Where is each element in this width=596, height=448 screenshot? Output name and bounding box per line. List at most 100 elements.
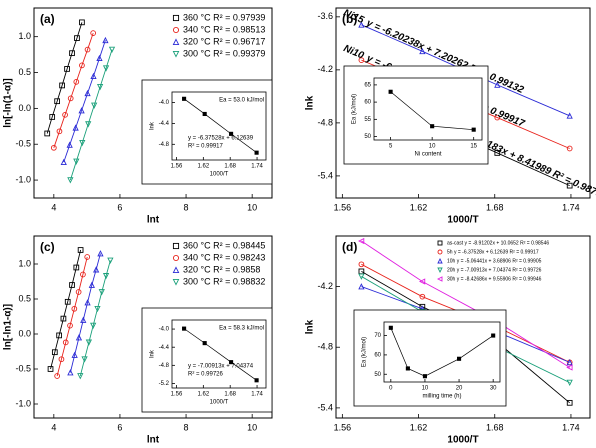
y-tick-label: 50 — [374, 372, 381, 378]
data-point — [358, 57, 365, 63]
annotation: y = -6.37528x + 6.12639 — [188, 136, 254, 142]
x-tick-label: 8 — [184, 202, 189, 212]
x-axis-label: Ni content — [414, 152, 441, 158]
y-axis-label: Ea (kJ/mol) — [352, 94, 358, 124]
x-tick-label: 1.56 — [171, 392, 183, 398]
y-tick-label: -4.2 — [317, 281, 333, 291]
x-tick-label: 1.56 — [334, 422, 352, 432]
legend-label: 20h y = -7.00913x + 7.04374 R² = 0.99726 — [447, 267, 542, 273]
data-point — [102, 36, 109, 44]
data-point — [58, 356, 65, 363]
data-point — [97, 250, 104, 257]
data-point — [566, 182, 573, 189]
legend-marker — [172, 14, 180, 22]
data-point — [77, 373, 84, 380]
legend-label: 360 °C R² = 0.97939 — [183, 12, 265, 22]
x-tick-label: 1.62 — [410, 202, 428, 212]
y-tick-label: 0.0 — [18, 103, 31, 113]
data-point — [64, 298, 71, 305]
y-tick-label: 1.0 — [18, 31, 31, 41]
data-point — [94, 305, 101, 313]
legend-label: 300 °C R² = 0.98832 — [183, 276, 265, 286]
annotation: R² = 0.99726 — [188, 372, 224, 378]
legend-label: 340 °C R² = 0.98243 — [183, 252, 265, 262]
y-tick-label: -4.8 — [317, 117, 333, 127]
x-tick-label: 1.62 — [197, 392, 209, 398]
annotation: y = -7.00913x + 7.04374 — [188, 364, 254, 370]
data-point — [422, 374, 427, 379]
series-line — [361, 240, 570, 368]
data-point — [566, 364, 573, 371]
data-point — [62, 339, 69, 346]
x-axis-label: 1000/T — [447, 215, 478, 226]
data-point — [108, 46, 116, 53]
y-tick-label: 70 — [374, 333, 381, 339]
data-point — [56, 128, 63, 135]
data-point — [67, 322, 73, 329]
data-point — [90, 30, 97, 36]
data-point — [358, 261, 365, 268]
data-point — [80, 316, 87, 323]
y-tick-label: -5.4 — [317, 170, 333, 180]
data-point — [71, 305, 78, 312]
y-tick-label: -0.5 — [15, 139, 31, 149]
legend-marker — [437, 240, 443, 246]
data-point — [471, 127, 476, 132]
data-point — [69, 50, 75, 57]
data-point — [75, 289, 82, 295]
data-point — [358, 273, 365, 280]
y-tick-label: 55 — [364, 117, 371, 123]
legend-marker — [172, 278, 180, 286]
series-line — [53, 32, 94, 148]
data-point — [73, 78, 80, 85]
data-point — [254, 378, 259, 383]
x-tick-label: 1.74 — [251, 392, 263, 398]
data-point — [107, 257, 114, 264]
y-tick-label: -5.2 — [159, 381, 170, 387]
y-tick-label: 60 — [364, 100, 371, 106]
data-point — [49, 114, 56, 120]
panel-label: (a) — [40, 12, 55, 26]
data-point — [566, 358, 573, 366]
series-line — [56, 256, 88, 377]
x-tick-label: 1.56 — [334, 202, 352, 212]
x-tick-label: 1.74 — [562, 202, 580, 212]
legend-marker — [437, 257, 443, 264]
data-point — [430, 124, 435, 129]
x-tick-label: 1.68 — [486, 202, 504, 212]
data-point — [71, 351, 78, 358]
data-point — [491, 333, 496, 338]
data-point — [102, 273, 110, 280]
y-tick-label: 0.5 — [18, 293, 31, 303]
legend-marker — [172, 26, 180, 34]
y-tick-label: -1.0 — [15, 174, 31, 184]
plot-frame — [383, 321, 501, 383]
data-point — [494, 81, 501, 88]
inset-frame — [141, 307, 273, 413]
y-tick-label: -3.6 — [317, 11, 333, 21]
annotation: Ea = 58.3 kJ/mol — [219, 326, 264, 332]
data-point — [88, 281, 95, 288]
series-name: Ni10 — [342, 43, 366, 62]
data-point — [54, 373, 60, 379]
y-tick-label: -4.8 — [317, 342, 333, 352]
data-point — [566, 145, 573, 152]
x-tick-label: 4 — [51, 422, 56, 432]
data-point — [254, 150, 259, 155]
data-point — [388, 89, 393, 94]
y-tick-label: 50 — [364, 134, 371, 140]
series-line — [63, 40, 106, 163]
data-point — [566, 399, 573, 406]
data-point — [62, 111, 68, 118]
panel-label: (b) — [342, 12, 357, 26]
legend-label: 300 °C R² = 0.99379 — [183, 48, 265, 58]
data-point — [102, 65, 110, 72]
data-point — [72, 124, 79, 131]
data-point — [66, 141, 73, 148]
y-axis-label: lnk — [150, 349, 156, 358]
y-axis-label: lnk — [150, 121, 156, 130]
data-point — [566, 379, 573, 387]
y-tick-label: -4.4 — [159, 345, 170, 351]
data-point — [202, 341, 207, 346]
